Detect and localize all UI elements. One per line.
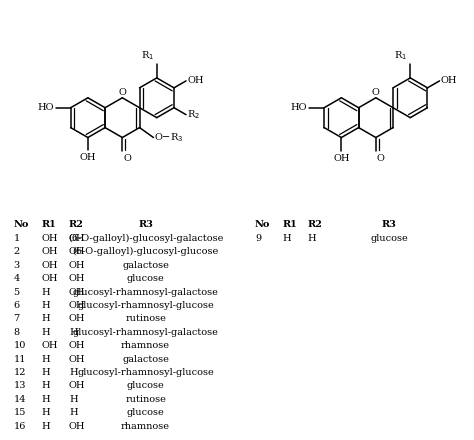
- Text: OH: OH: [69, 274, 85, 283]
- Text: glucose: glucose: [127, 274, 164, 283]
- Text: R1: R1: [41, 220, 56, 230]
- Text: 12: 12: [13, 368, 26, 377]
- Text: H: H: [41, 408, 50, 417]
- Text: OH: OH: [69, 355, 85, 363]
- Text: O: O: [123, 154, 131, 163]
- Text: 2: 2: [13, 247, 19, 256]
- Text: H: H: [41, 381, 50, 390]
- Text: 11: 11: [13, 355, 26, 363]
- Text: R2: R2: [308, 220, 322, 230]
- Text: H: H: [41, 368, 50, 377]
- Text: 1: 1: [13, 234, 19, 243]
- Text: H: H: [41, 328, 50, 337]
- Text: glucosyl-rhamnosyl-glucose: glucosyl-rhamnosyl-glucose: [77, 301, 214, 310]
- Text: H: H: [69, 368, 78, 377]
- Text: glucosyl-rhamnosyl-glucose: glucosyl-rhamnosyl-glucose: [77, 368, 214, 377]
- Text: H: H: [69, 408, 78, 417]
- Text: 13: 13: [13, 381, 26, 390]
- Text: OH: OH: [69, 234, 85, 243]
- Text: glucose: glucose: [127, 381, 164, 390]
- Text: 9: 9: [255, 234, 261, 243]
- Text: OH: OH: [69, 381, 85, 390]
- Text: galactose: galactose: [122, 355, 169, 363]
- Text: OH: OH: [69, 247, 85, 256]
- Text: H: H: [69, 328, 78, 337]
- Text: rutinose: rutinose: [125, 314, 166, 323]
- Text: H: H: [308, 234, 316, 243]
- Text: OH: OH: [69, 341, 85, 350]
- Text: OH: OH: [41, 341, 58, 350]
- Text: OH: OH: [69, 301, 85, 310]
- Text: O: O: [377, 154, 385, 163]
- Text: glucose: glucose: [127, 408, 164, 417]
- Text: 16: 16: [13, 422, 26, 431]
- Text: O$-$R$_3$: O$-$R$_3$: [155, 131, 184, 144]
- Text: rutinose: rutinose: [125, 395, 166, 404]
- Text: H: H: [69, 395, 78, 404]
- Text: OH: OH: [333, 154, 350, 163]
- Text: OH: OH: [69, 288, 85, 297]
- Text: No: No: [255, 220, 270, 230]
- Text: H: H: [41, 422, 50, 431]
- Text: H: H: [41, 288, 50, 297]
- Text: OH: OH: [41, 247, 58, 256]
- Text: 3: 3: [13, 261, 19, 270]
- Text: 14: 14: [13, 395, 26, 404]
- Text: OH: OH: [41, 234, 58, 243]
- Text: 15: 15: [13, 408, 26, 417]
- Text: galactose: galactose: [122, 261, 169, 270]
- Text: 5: 5: [13, 288, 19, 297]
- Text: OH: OH: [80, 154, 96, 162]
- Text: OH: OH: [41, 274, 58, 283]
- Text: H: H: [41, 301, 50, 310]
- Text: R$_2$: R$_2$: [187, 108, 200, 121]
- Text: O: O: [118, 88, 126, 97]
- Text: glucosyl-rhamnosyl-galactose: glucosyl-rhamnosyl-galactose: [73, 328, 219, 337]
- Text: glucose: glucose: [370, 234, 408, 243]
- Text: glucosyl-rhamnosyl-galactose: glucosyl-rhamnosyl-galactose: [73, 288, 219, 297]
- Text: (6-O-galloyl)-glucosyl-galactose: (6-O-galloyl)-glucosyl-galactose: [68, 234, 223, 243]
- Text: 4: 4: [13, 274, 19, 283]
- Text: R2: R2: [69, 220, 84, 230]
- Text: OH: OH: [440, 77, 457, 85]
- Text: No: No: [13, 220, 29, 230]
- Text: H: H: [283, 234, 292, 243]
- Text: OH: OH: [69, 261, 85, 270]
- Text: R$_1$: R$_1$: [141, 49, 154, 62]
- Text: H: H: [41, 355, 50, 363]
- Text: O: O: [372, 88, 380, 97]
- Text: OH: OH: [41, 261, 58, 270]
- Text: HO: HO: [291, 103, 307, 112]
- Text: R$_1$: R$_1$: [394, 49, 407, 62]
- Text: H: H: [41, 395, 50, 404]
- Text: R3: R3: [382, 220, 397, 230]
- Text: 6: 6: [13, 301, 19, 310]
- Text: R3: R3: [138, 220, 153, 230]
- Text: (6-O-galloyl)-glucosyl-glucose: (6-O-galloyl)-glucosyl-glucose: [73, 247, 219, 257]
- Text: OH: OH: [187, 77, 203, 85]
- Text: OH: OH: [69, 422, 85, 431]
- Text: 7: 7: [13, 314, 19, 323]
- Text: HO: HO: [37, 103, 54, 112]
- Text: 10: 10: [13, 341, 26, 350]
- Text: OH: OH: [69, 314, 85, 323]
- Text: rhamnose: rhamnose: [121, 422, 170, 431]
- Text: rhamnose: rhamnose: [121, 341, 170, 350]
- Text: R1: R1: [283, 220, 298, 230]
- Text: H: H: [41, 314, 50, 323]
- Text: 8: 8: [13, 328, 19, 337]
